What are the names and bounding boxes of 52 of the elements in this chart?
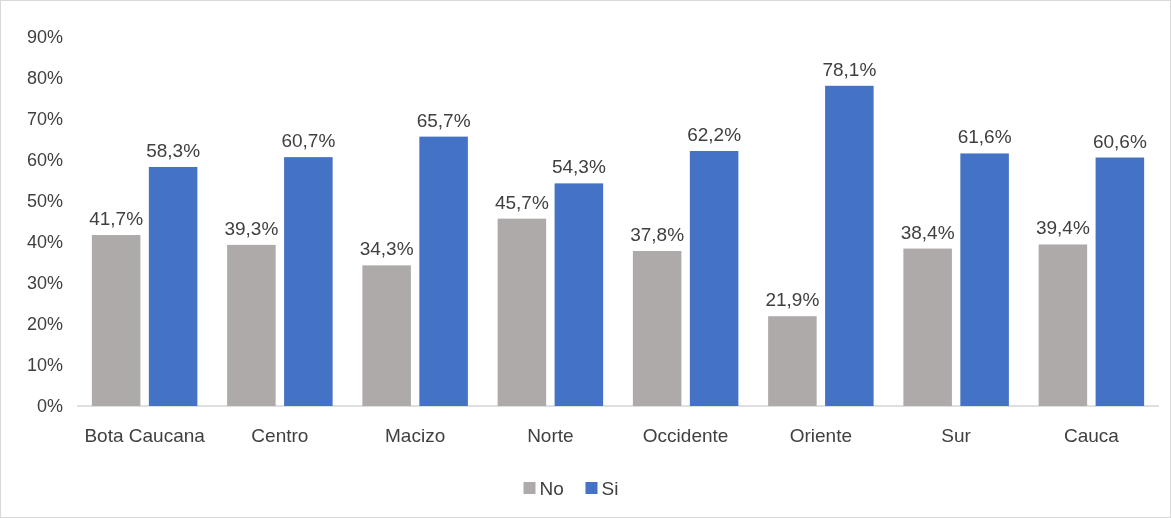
data-label: 78,1% [822, 58, 877, 80]
bar [1095, 157, 1145, 406]
y-tick-label: 30% [26, 273, 63, 294]
bar [284, 157, 333, 406]
data-label: 41,7% [89, 208, 144, 230]
x-tick-label: Sur [941, 425, 972, 446]
bar [227, 244, 276, 406]
bar [362, 265, 411, 406]
bar [497, 218, 547, 406]
x-tick-label: Centro [251, 425, 309, 446]
x-tick-label: Macizo [385, 425, 446, 446]
x-tick-label: Norte [527, 425, 574, 446]
data-label: 62,2% [687, 123, 742, 145]
x-tick-label: Occidente [642, 425, 729, 446]
data-label: 38,4% [900, 221, 955, 243]
data-label: 60,6% [1092, 130, 1147, 152]
data-label: 45,7% [494, 191, 549, 213]
legend-label: Si [601, 477, 619, 499]
data-label: 39,3% [224, 217, 279, 239]
data-label: 60,7% [281, 130, 336, 152]
y-tick-label: 40% [26, 232, 63, 253]
data-label: 58,3% [146, 139, 201, 161]
y-tick-label: 50% [26, 191, 63, 212]
bar [689, 150, 739, 406]
bar [960, 153, 1009, 406]
x-tick-label: Oriente [789, 425, 853, 446]
y-tick-label: 90% [26, 27, 63, 48]
data-label: 21,9% [765, 289, 820, 311]
data-label: 61,6% [957, 126, 1012, 148]
data-label: 39,4% [1035, 217, 1090, 239]
bar [148, 166, 198, 406]
bar [903, 248, 952, 406]
bar [91, 235, 141, 406]
data-label: 37,8% [630, 224, 685, 246]
y-tick-label: 70% [26, 109, 63, 130]
bar [632, 251, 682, 406]
legend-label: No [539, 477, 564, 499]
y-tick-label: 10% [26, 355, 63, 376]
bar [768, 316, 817, 406]
data-label: 34,3% [359, 238, 414, 260]
bar [554, 183, 604, 406]
bar [1038, 244, 1088, 406]
x-tick-label: Cauca [1063, 425, 1120, 446]
data-label: 65,7% [416, 109, 471, 131]
y-tick-label: 20% [26, 314, 63, 335]
y-tick-label: 0% [36, 396, 63, 417]
data-label: 54,3% [551, 156, 606, 178]
bar [419, 136, 468, 406]
y-tick-label: 80% [26, 68, 63, 89]
x-tick-label: Bota Caucana [84, 425, 206, 446]
bar [825, 85, 874, 406]
y-tick-label: 60% [26, 150, 63, 171]
